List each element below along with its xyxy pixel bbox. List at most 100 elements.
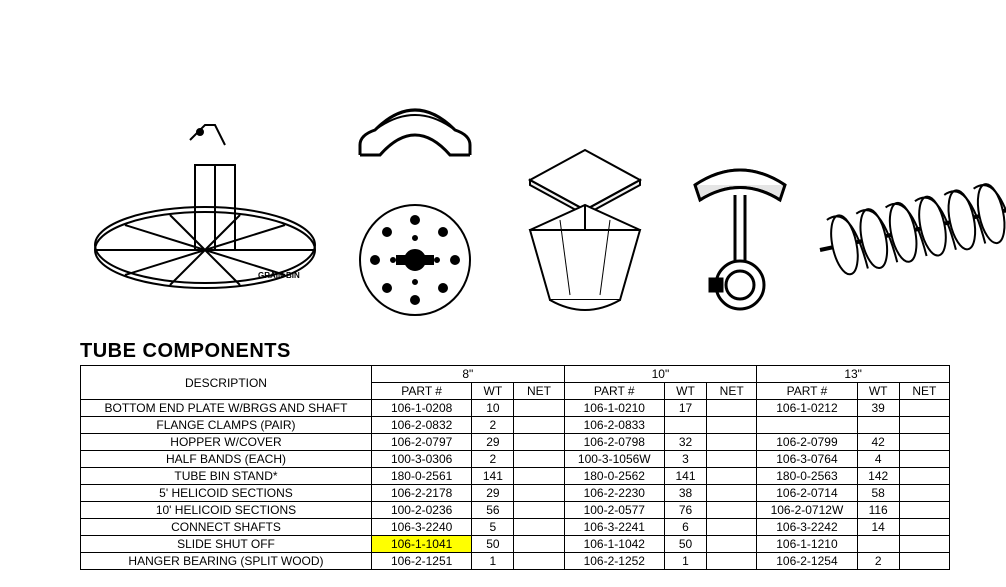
parts-table: DESCRIPTION 8" 10" 13" PART # WT NET PAR… bbox=[80, 365, 950, 570]
page: GRAIN BIN bbox=[0, 0, 1006, 587]
cell-net bbox=[899, 468, 949, 485]
header-part: PART # bbox=[757, 383, 857, 400]
header-size-8: 8" bbox=[371, 366, 564, 383]
header-part: PART # bbox=[371, 383, 471, 400]
cell-wt: 10 bbox=[472, 400, 514, 417]
cell-part: 106-1-1042 bbox=[564, 536, 664, 553]
cell-part: 180-0-2563 bbox=[757, 468, 857, 485]
cell-net bbox=[707, 417, 757, 434]
table-row: HANGER BEARING (SPLIT WOOD)106-2-1251110… bbox=[81, 553, 950, 570]
cell-part: 106-3-0764 bbox=[757, 451, 857, 468]
cell-wt: 58 bbox=[857, 485, 899, 502]
cell-wt: 42 bbox=[857, 434, 899, 451]
cell-part: 100-3-0306 bbox=[371, 451, 471, 468]
cell-part: 106-1-0212 bbox=[757, 400, 857, 417]
cell-wt: 2 bbox=[857, 553, 899, 570]
header-part: PART # bbox=[564, 383, 664, 400]
cell-part: 106-2-2230 bbox=[564, 485, 664, 502]
cell-part: 106-2-0798 bbox=[564, 434, 664, 451]
cell-wt: 5 bbox=[472, 519, 514, 536]
cell-part: 106-1-1041 bbox=[371, 536, 471, 553]
header-description: DESCRIPTION bbox=[81, 366, 372, 400]
cell-part: 106-2-0799 bbox=[757, 434, 857, 451]
cell-net bbox=[899, 519, 949, 536]
table-head: DESCRIPTION 8" 10" 13" PART # WT NET PAR… bbox=[81, 366, 950, 400]
cell-part: 106-3-2240 bbox=[371, 519, 471, 536]
cell-wt: 141 bbox=[664, 468, 706, 485]
cell-net bbox=[514, 553, 564, 570]
cell-description: HALF BANDS (EACH) bbox=[81, 451, 372, 468]
cell-net bbox=[899, 536, 949, 553]
cell-net bbox=[707, 502, 757, 519]
cell-net bbox=[514, 519, 564, 536]
cell-wt: 14 bbox=[857, 519, 899, 536]
cell-wt: 17 bbox=[664, 400, 706, 417]
cell-net bbox=[899, 434, 949, 451]
cell-wt: 32 bbox=[664, 434, 706, 451]
cell-description: 5' HELICOID SECTIONS bbox=[81, 485, 372, 502]
table-row: 5' HELICOID SECTIONS106-2-217829106-2-22… bbox=[81, 485, 950, 502]
cell-part: 106-2-0712W bbox=[757, 502, 857, 519]
cell-part: 106-2-1251 bbox=[371, 553, 471, 570]
header-wt: WT bbox=[472, 383, 514, 400]
cell-net bbox=[899, 451, 949, 468]
cell-wt bbox=[857, 417, 899, 434]
cell-net bbox=[514, 451, 564, 468]
cell-wt bbox=[664, 417, 706, 434]
cell-net bbox=[899, 485, 949, 502]
cell-net bbox=[707, 468, 757, 485]
cell-wt: 141 bbox=[472, 468, 514, 485]
cell-description: HOPPER W/COVER bbox=[81, 434, 372, 451]
cell-net bbox=[514, 417, 564, 434]
cell-net bbox=[899, 417, 949, 434]
cell-net bbox=[707, 400, 757, 417]
cell-description: FLANGE CLAMPS (PAIR) bbox=[81, 417, 372, 434]
cell-wt: 29 bbox=[472, 485, 514, 502]
cell-net bbox=[899, 553, 949, 570]
cell-part: 106-2-0833 bbox=[564, 417, 664, 434]
cell-part: 106-2-0797 bbox=[371, 434, 471, 451]
cell-wt: 1 bbox=[664, 553, 706, 570]
header-wt: WT bbox=[857, 383, 899, 400]
table-row: HOPPER W/COVER106-2-079729106-2-07983210… bbox=[81, 434, 950, 451]
header-size-10: 10" bbox=[564, 366, 757, 383]
cell-net bbox=[514, 485, 564, 502]
cell-part: 106-3-2241 bbox=[564, 519, 664, 536]
cell-net bbox=[707, 553, 757, 570]
cell-net bbox=[514, 536, 564, 553]
cell-part: 106-2-1254 bbox=[757, 553, 857, 570]
table-row: CONNECT SHAFTS106-3-22405 106-3-22416 106-… bbox=[81, 519, 950, 536]
cell-wt: 50 bbox=[472, 536, 514, 553]
cell-wt: 76 bbox=[664, 502, 706, 519]
cell-part: 106-3-2242 bbox=[757, 519, 857, 536]
cell-wt: 50 bbox=[664, 536, 706, 553]
cell-wt: 39 bbox=[857, 400, 899, 417]
cell-description: SLIDE SHUT OFF bbox=[81, 536, 372, 553]
cell-part: 106-1-0208 bbox=[371, 400, 471, 417]
cell-description: HANGER BEARING (SPLIT WOOD) bbox=[81, 553, 372, 570]
cell-description: CONNECT SHAFTS bbox=[81, 519, 372, 536]
table-row: SLIDE SHUT OFF106-1-104150106-1-10425010… bbox=[81, 536, 950, 553]
illustration-auger bbox=[810, 170, 1006, 330]
table-body: BOTTOM END PLATE W/BRGS AND SHAFT106-1-0… bbox=[81, 400, 950, 570]
table-row: 10' HELICOID SECTIONS100-2-023656100-2-0… bbox=[81, 502, 950, 519]
table-row: HALF BANDS (EACH)100-3-03062100-3-1056W3… bbox=[81, 451, 950, 468]
cell-wt: 3 bbox=[664, 451, 706, 468]
cell-net bbox=[707, 451, 757, 468]
cell-part: 180-0-2562 bbox=[564, 468, 664, 485]
cell-wt: 6 bbox=[664, 519, 706, 536]
section-title: TUBE COMPONENTS bbox=[80, 340, 966, 363]
illustration-half-band-and-plate bbox=[330, 70, 500, 330]
grain-bin-label: GRAIN BIN bbox=[258, 271, 300, 280]
cell-wt: 142 bbox=[857, 468, 899, 485]
cell-net bbox=[707, 519, 757, 536]
cell-part: 106-2-0714 bbox=[757, 485, 857, 502]
table-row: FLANGE CLAMPS (PAIR)106-2-08322106-2-083… bbox=[81, 417, 950, 434]
cell-wt: 1 bbox=[472, 553, 514, 570]
cell-wt: 4 bbox=[857, 451, 899, 468]
cell-wt bbox=[857, 536, 899, 553]
header-wt: WT bbox=[664, 383, 706, 400]
cell-description: 10' HELICOID SECTIONS bbox=[81, 502, 372, 519]
cell-part: 100-2-0236 bbox=[371, 502, 471, 519]
illustration-hopper bbox=[500, 130, 670, 330]
